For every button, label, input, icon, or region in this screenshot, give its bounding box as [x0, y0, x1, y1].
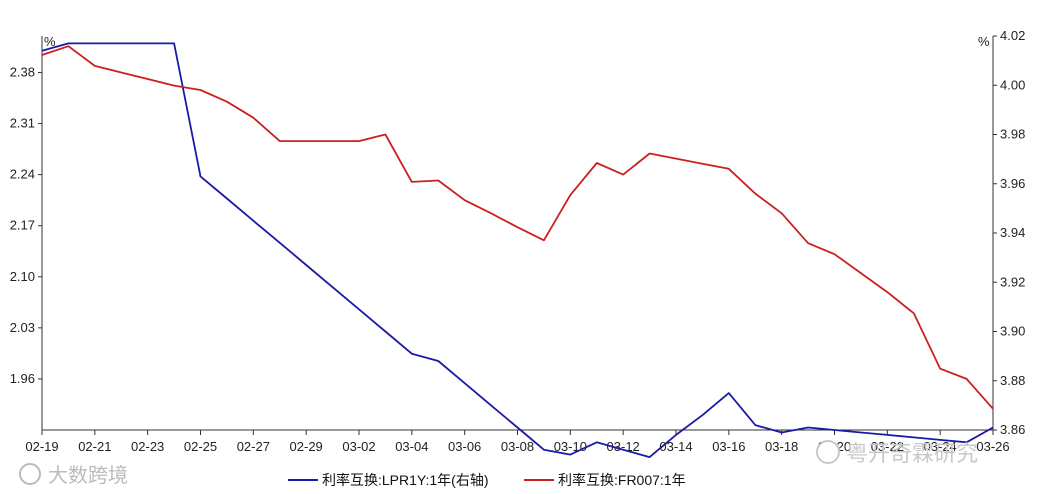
x-tick-label: 02-23 [131, 439, 164, 454]
watermark-logo-icon [19, 463, 41, 485]
x-tick-label: 03-26 [976, 439, 1009, 454]
left-tick-label: 1.96 [10, 371, 35, 386]
x-tick-label: 03-12 [607, 439, 640, 454]
x-tick-label: 02-21 [78, 439, 111, 454]
legend: 利率互换:LPR1Y:1年(右轴) 利率互换:FR007:1年 [288, 472, 686, 488]
legend-label-lpr: 利率互换:LPR1Y:1年(右轴) [322, 472, 488, 488]
x-tick-label: 03-08 [501, 439, 534, 454]
left-tick-label: 2.24 [10, 167, 35, 182]
left-tick-label: 2.03 [10, 320, 35, 335]
right-tick-label: 4.02 [1000, 28, 1025, 43]
left-tick-label: 2.17 [10, 218, 35, 233]
series-line-fr007 [41, 45, 994, 410]
x-tick-label: 02-29 [290, 439, 323, 454]
x-axis-ticks: 02-19 02-21 02-23 02-25 02-27 02-29 03-02 03-04… [25, 430, 1010, 454]
left-tick-label: 2.10 [10, 269, 35, 284]
x-tick-label: 03-16 [712, 439, 745, 454]
x-tick-label: 03-02 [342, 439, 375, 454]
x-tick-label: 03-24 [924, 439, 957, 454]
right-tick-label: 4.00 [1000, 77, 1025, 92]
left-tick-label: 2.31 [10, 116, 35, 131]
right-axis-unit: % [978, 34, 990, 49]
right-tick-label: 3.94 [1000, 225, 1025, 240]
x-tick-label: 03-14 [659, 439, 692, 454]
legend-label-fr007: 利率互换:FR007:1年 [558, 472, 686, 488]
right-tick-label: 3.98 [1000, 127, 1025, 142]
x-tick-label: 03-22 [871, 439, 904, 454]
x-tick-label: 03-04 [395, 439, 428, 454]
left-axis-unit: % [44, 34, 56, 49]
right-tick-label: 3.96 [1000, 176, 1025, 191]
watermark-right: 粤开奇霖研究 [816, 440, 978, 467]
right-axis-ticks: 3.86 3.88 3.90 3.92 3.94 3.96 3.98 4.00 4.02 [993, 28, 1025, 437]
watermark-left: 大数跨境 [19, 463, 128, 487]
watermark-right-text: 粤开奇霖研究 [846, 442, 978, 467]
left-axis-ticks: 1.96 2.03 2.10 2.17 2.24 2.31 2.38 [10, 64, 42, 386]
series-layer [41, 42, 994, 459]
watermark-left-text: 大数跨境 [48, 463, 128, 487]
x-tick-label: 02-19 [25, 439, 58, 454]
x-tick-label: 02-27 [237, 439, 270, 454]
right-tick-label: 3.88 [1000, 373, 1025, 388]
series-line-lpr1y [41, 42, 994, 459]
right-tick-label: 3.86 [1000, 422, 1025, 437]
x-tick-label: 03-06 [448, 439, 481, 454]
x-tick-label: 03-18 [765, 439, 798, 454]
right-tick-label: 3.92 [1000, 274, 1025, 289]
right-tick-label: 3.90 [1000, 324, 1025, 339]
left-tick-label: 2.38 [10, 64, 35, 79]
x-tick-label: 02-25 [184, 439, 217, 454]
wechat-icon [816, 440, 840, 464]
